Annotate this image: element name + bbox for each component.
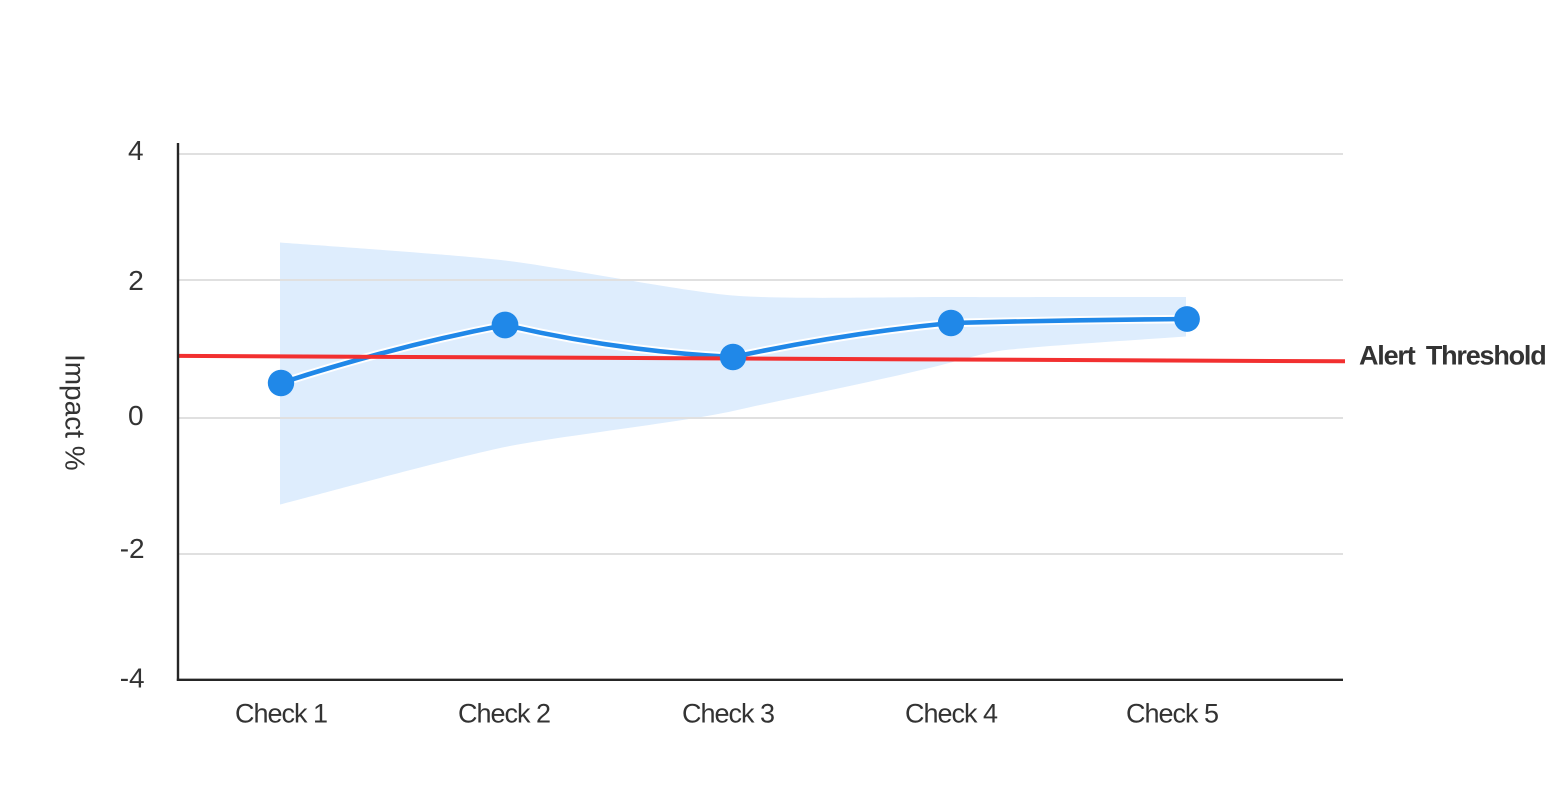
svg-text:4: 4	[128, 135, 144, 166]
svg-text:Check 1: Check 1	[235, 698, 327, 728]
svg-text:Check 3: Check 3	[682, 698, 774, 728]
svg-text:-2: -2	[120, 533, 145, 564]
svg-text:0: 0	[128, 400, 144, 431]
svg-text:2: 2	[128, 265, 144, 296]
svg-text:Check 2: Check 2	[458, 698, 550, 728]
svg-text:Alert Threshold: Alert Threshold	[1359, 341, 1546, 371]
svg-text:Impact %: Impact %	[60, 354, 91, 471]
svg-text:Check 4: Check 4	[905, 698, 998, 728]
svg-text:-4: -4	[120, 663, 145, 694]
svg-text:Check 5: Check 5	[1126, 698, 1218, 728]
